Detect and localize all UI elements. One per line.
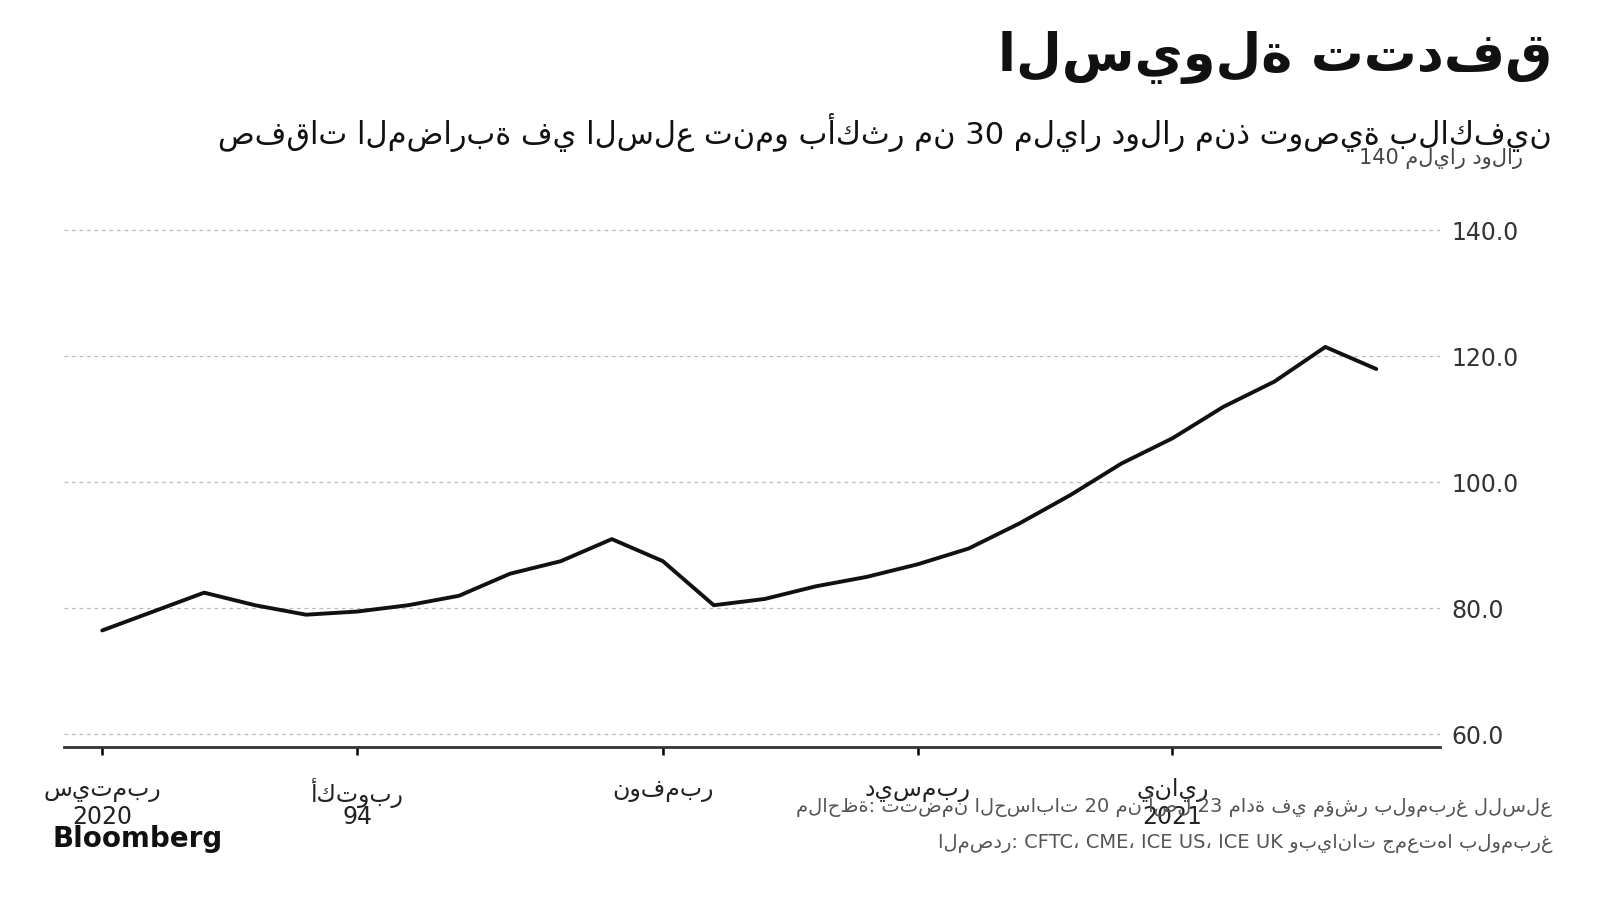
Text: أكتوبر: أكتوبر — [310, 778, 403, 807]
Text: ملاحظة: تتضمن الحسابات 20 من أصل 23 مادة في مؤشر بلومبرغ للسلع: ملاحظة: تتضمن الحسابات 20 من أصل 23 مادة… — [797, 793, 1552, 817]
Text: يناير: يناير — [1136, 778, 1208, 802]
Text: 2020: 2020 — [72, 806, 133, 829]
Text: السيولة تتدفق: السيولة تتدفق — [998, 32, 1552, 85]
Text: صفقات المضاربة في السلع تنمو بأكثر من 30 مليار دولار منذ توصية بلاكفين: صفقات المضاربة في السلع تنمو بأكثر من 30… — [218, 112, 1552, 151]
Text: ديسمبر: ديسمبر — [864, 778, 971, 802]
Text: 2021: 2021 — [1142, 806, 1202, 829]
Text: 94: 94 — [342, 806, 373, 829]
Text: المصدر: CFTC، CME، ICE US، ICE UK وبيانات جمعتها بلومبرغ: المصدر: CFTC، CME، ICE US، ICE UK وبيانا… — [938, 834, 1552, 853]
Text: 140 مليار دولار: 140 مليار دولار — [1360, 148, 1523, 169]
Text: سيتمبر: سيتمبر — [43, 778, 162, 802]
Text: نوفمبر: نوفمبر — [613, 778, 714, 802]
Text: Bloomberg: Bloomberg — [53, 825, 222, 853]
